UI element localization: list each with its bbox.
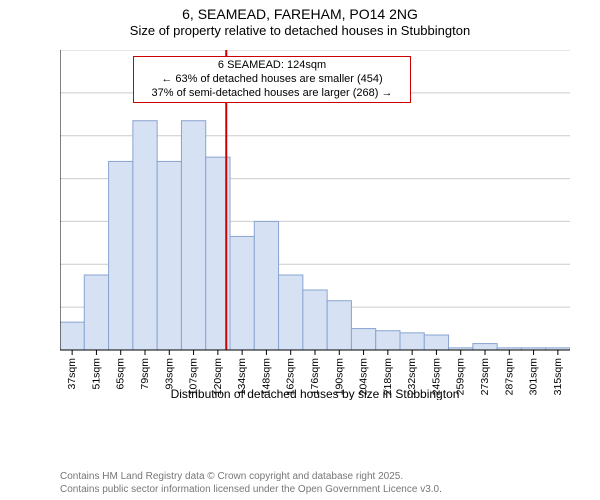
histogram-bar [424,335,448,350]
histogram-bar [400,333,424,350]
xtick-label: 273sqm [479,358,491,396]
histogram-bar [157,161,181,350]
annotation-line1: 6 SEAMEAD: 124sqm [138,59,406,73]
xaxis-label: Distribution of detached houses by size … [171,387,460,400]
xtick-label: 37sqm [66,358,78,390]
histogram-bar [351,329,375,350]
xtick-label: 287sqm [503,358,515,396]
histogram-bar [230,236,254,350]
histogram-bar [254,221,278,350]
xtick-label: 65sqm [115,358,127,390]
histogram-bar [279,275,303,350]
annotation-line3: 37% of semi-detached houses are larger (… [138,87,406,101]
histogram-bar [181,121,205,350]
histogram-bar [376,331,400,350]
histogram-bar [303,290,327,350]
histogram-bar [133,121,157,350]
histogram-bar [84,275,108,350]
chart-title-sub: Size of property relative to detached ho… [0,23,600,38]
histogram-bar [327,301,351,350]
chart-title-main: 6, SEAMEAD, FAREHAM, PO14 2NG [0,6,600,22]
histogram-bar [473,344,497,350]
attribution-line1: Contains HM Land Registry data © Crown c… [60,471,442,484]
xtick-label: 315sqm [552,358,564,396]
xtick-label: 51sqm [90,358,102,390]
attribution-line2: Contains public sector information licen… [60,484,442,497]
histogram-bar [60,322,84,350]
annotation-callout: 6 SEAMEAD: 124sqm ← 63% of detached hous… [133,56,411,103]
annotation-line2: ← 63% of detached houses are smaller (45… [138,73,406,87]
histogram-bar [109,161,133,350]
xtick-label: 93sqm [163,358,175,390]
xtick-label: 79sqm [139,358,151,390]
xtick-label: 301sqm [528,358,540,396]
